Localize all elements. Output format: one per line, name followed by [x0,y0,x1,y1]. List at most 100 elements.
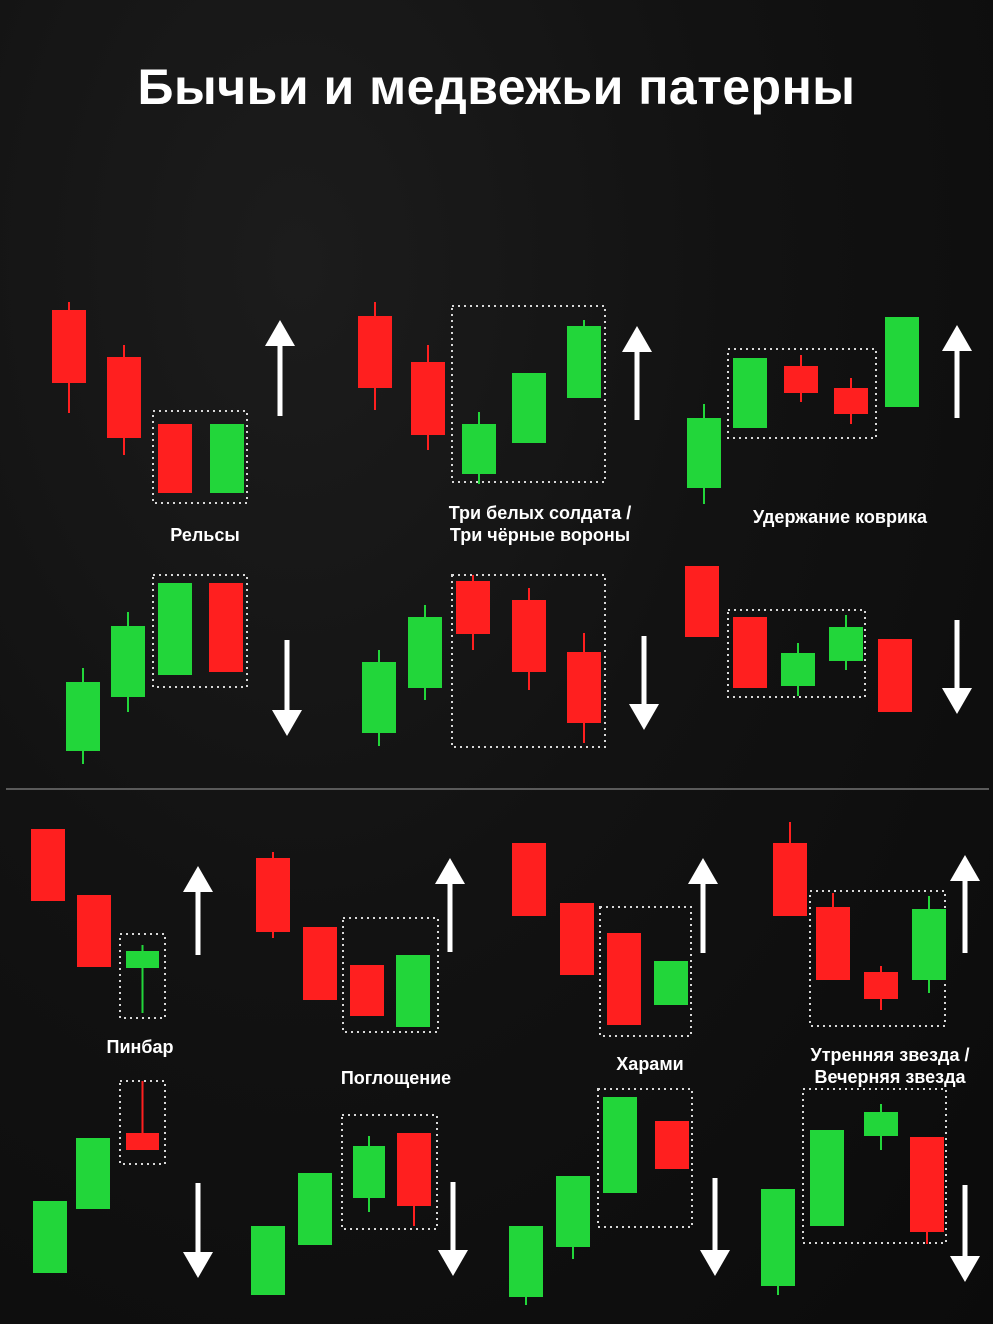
bullish-candle [512,373,546,443]
bullish-candle [781,653,815,686]
down-arrow-icon [183,1183,213,1278]
bullish-candle [810,1130,844,1226]
pattern-highlight-box [597,1088,693,1228]
bearish-candle [655,1121,689,1169]
pattern-label-line: Вечерняя звезда [814,1067,966,1087]
bearish-candle [567,652,601,723]
up-arrow-icon [435,858,465,952]
pattern-highlight-box [119,933,166,1019]
up-arrow-icon [950,855,980,953]
bearish-candle [685,566,719,637]
bearish-candle [512,600,546,672]
bearish-candle [910,1137,944,1232]
bullish-candle [556,1176,590,1247]
up-arrow-icon [942,325,972,418]
bullish-candle [210,424,244,493]
bearish-candle [816,907,850,980]
bearish-candle [256,858,290,932]
bullish-candle [353,1146,385,1198]
bullish-candle [126,951,159,968]
bearish-candle [733,617,767,688]
bullish-candle [298,1173,332,1245]
pattern-highlight-box [152,410,248,504]
bullish-candle [462,424,496,474]
bearish-candle [456,581,490,634]
bearish-candle [358,316,392,388]
pattern-label-star: Утренняя звезда / Вечерняя звезда [790,1044,990,1088]
bullish-candle [761,1189,795,1286]
bullish-candle [66,682,100,751]
pattern-highlight-box [119,1080,166,1165]
down-arrow-icon [629,636,659,730]
bearish-candle [350,965,384,1016]
bullish-candle [76,1138,110,1209]
pattern-label-harami: Харами [616,1054,684,1074]
bullish-candle [829,627,863,661]
bearish-candle [834,388,868,414]
bullish-candle [396,955,430,1027]
bullish-candle [158,583,192,675]
bullish-candle [509,1226,543,1297]
up-arrow-icon [183,866,213,955]
bullish-candle [251,1226,285,1295]
pattern-label-line: Три чёрные вороны [449,525,631,545]
pattern-label-line: Три белых солдата / [448,503,632,523]
bullish-candle [33,1201,67,1273]
bearish-candle [411,362,445,435]
bullish-candle [654,961,688,1005]
bullish-candle [912,909,946,980]
bullish-candle [567,326,601,398]
bearish-candle [878,639,912,712]
bullish-candle [733,358,767,428]
up-arrow-icon [265,320,295,416]
bearish-candle [31,829,65,901]
down-arrow-icon [950,1185,980,1282]
bearish-candle [52,310,86,383]
bearish-candle [303,927,337,1000]
bearish-candle [512,843,546,916]
pattern-label-engulfing: Поглощение [340,1068,452,1088]
pattern-highlight-box [342,917,439,1033]
down-arrow-icon [272,640,302,736]
bullish-candle [687,418,721,488]
down-arrow-icon [942,620,972,714]
down-arrow-icon [700,1178,730,1276]
up-arrow-icon [622,326,652,420]
pattern-label-pinbar: Пинбар [106,1037,174,1057]
pattern-highlight-box [727,348,877,439]
bearish-candle [158,424,192,493]
bearish-candle [560,903,594,975]
page-title: Бычьи и медвежьи патерны [137,59,856,115]
bullish-candle [111,626,145,697]
pattern-label-rails: Рельсы [170,525,240,545]
bearish-candle [784,366,818,393]
bullish-candle [885,317,919,407]
pattern-highlight-box [599,906,692,1037]
bearish-candle [107,357,141,438]
bearish-candle [77,895,111,967]
pattern-highlight-box [152,574,248,688]
bearish-candle [126,1133,159,1150]
pattern-label-three-soldiers-crows: Три белых солдата / Три чёрные вороны [430,502,650,546]
pattern-highlight-box [341,1114,438,1230]
bullish-candle [864,1112,898,1136]
bearish-candle [773,843,807,916]
down-arrow-icon [438,1182,468,1276]
bearish-candle [864,972,898,999]
up-arrow-icon [688,858,718,953]
section-divider [6,788,989,790]
pattern-highlight-box [451,574,606,748]
pattern-label-line: Утренняя звезда / [810,1045,970,1065]
pattern-highlight-box [727,609,866,698]
pattern-label-mat-hold: Удержание коврика [752,507,928,527]
bearish-candle [607,933,641,1025]
bearish-candle [397,1133,431,1206]
pattern-highlight-box [802,1088,947,1244]
pattern-highlight-box [809,890,946,1027]
bullish-candle [603,1097,637,1193]
bearish-candle [209,583,243,672]
bullish-candle [362,662,396,733]
bullish-candle [408,617,442,688]
